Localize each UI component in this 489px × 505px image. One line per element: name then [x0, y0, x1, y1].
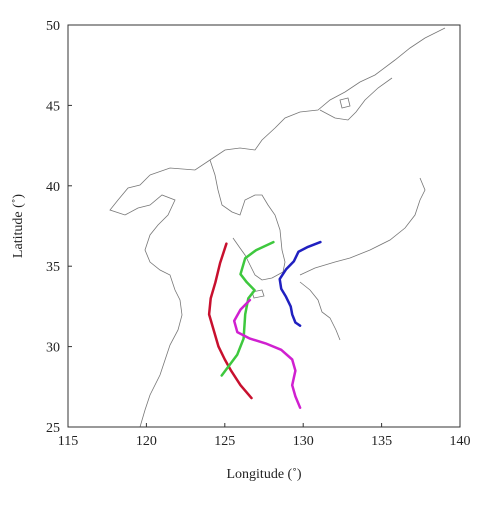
track-line: [207, 242, 253, 400]
y-tick-label: 50: [46, 19, 60, 34]
y-tick-label: 30: [46, 341, 60, 356]
x-tick-label: 125: [214, 434, 235, 449]
track-line: [232, 298, 302, 409]
x-tick-label: 115: [58, 434, 78, 449]
x-tick-label: 135: [371, 434, 392, 449]
y-tick-label: 40: [46, 180, 60, 195]
track-line: [220, 240, 275, 377]
track-line: [278, 240, 322, 327]
x-tick-label: 140: [450, 434, 471, 449]
coastlines: [109, 27, 446, 428]
x-axis-label: Longitude (˚): [226, 467, 301, 482]
x-tick-label: 120: [136, 434, 157, 449]
x-tick-label: 130: [293, 434, 314, 449]
plot-frame: [67, 24, 461, 428]
y-tick-label: 25: [46, 421, 60, 436]
y-tick-label: 45: [46, 99, 60, 114]
y-axis-label: Latitude (˚): [11, 194, 26, 258]
y-tick-label: 35: [46, 260, 60, 275]
